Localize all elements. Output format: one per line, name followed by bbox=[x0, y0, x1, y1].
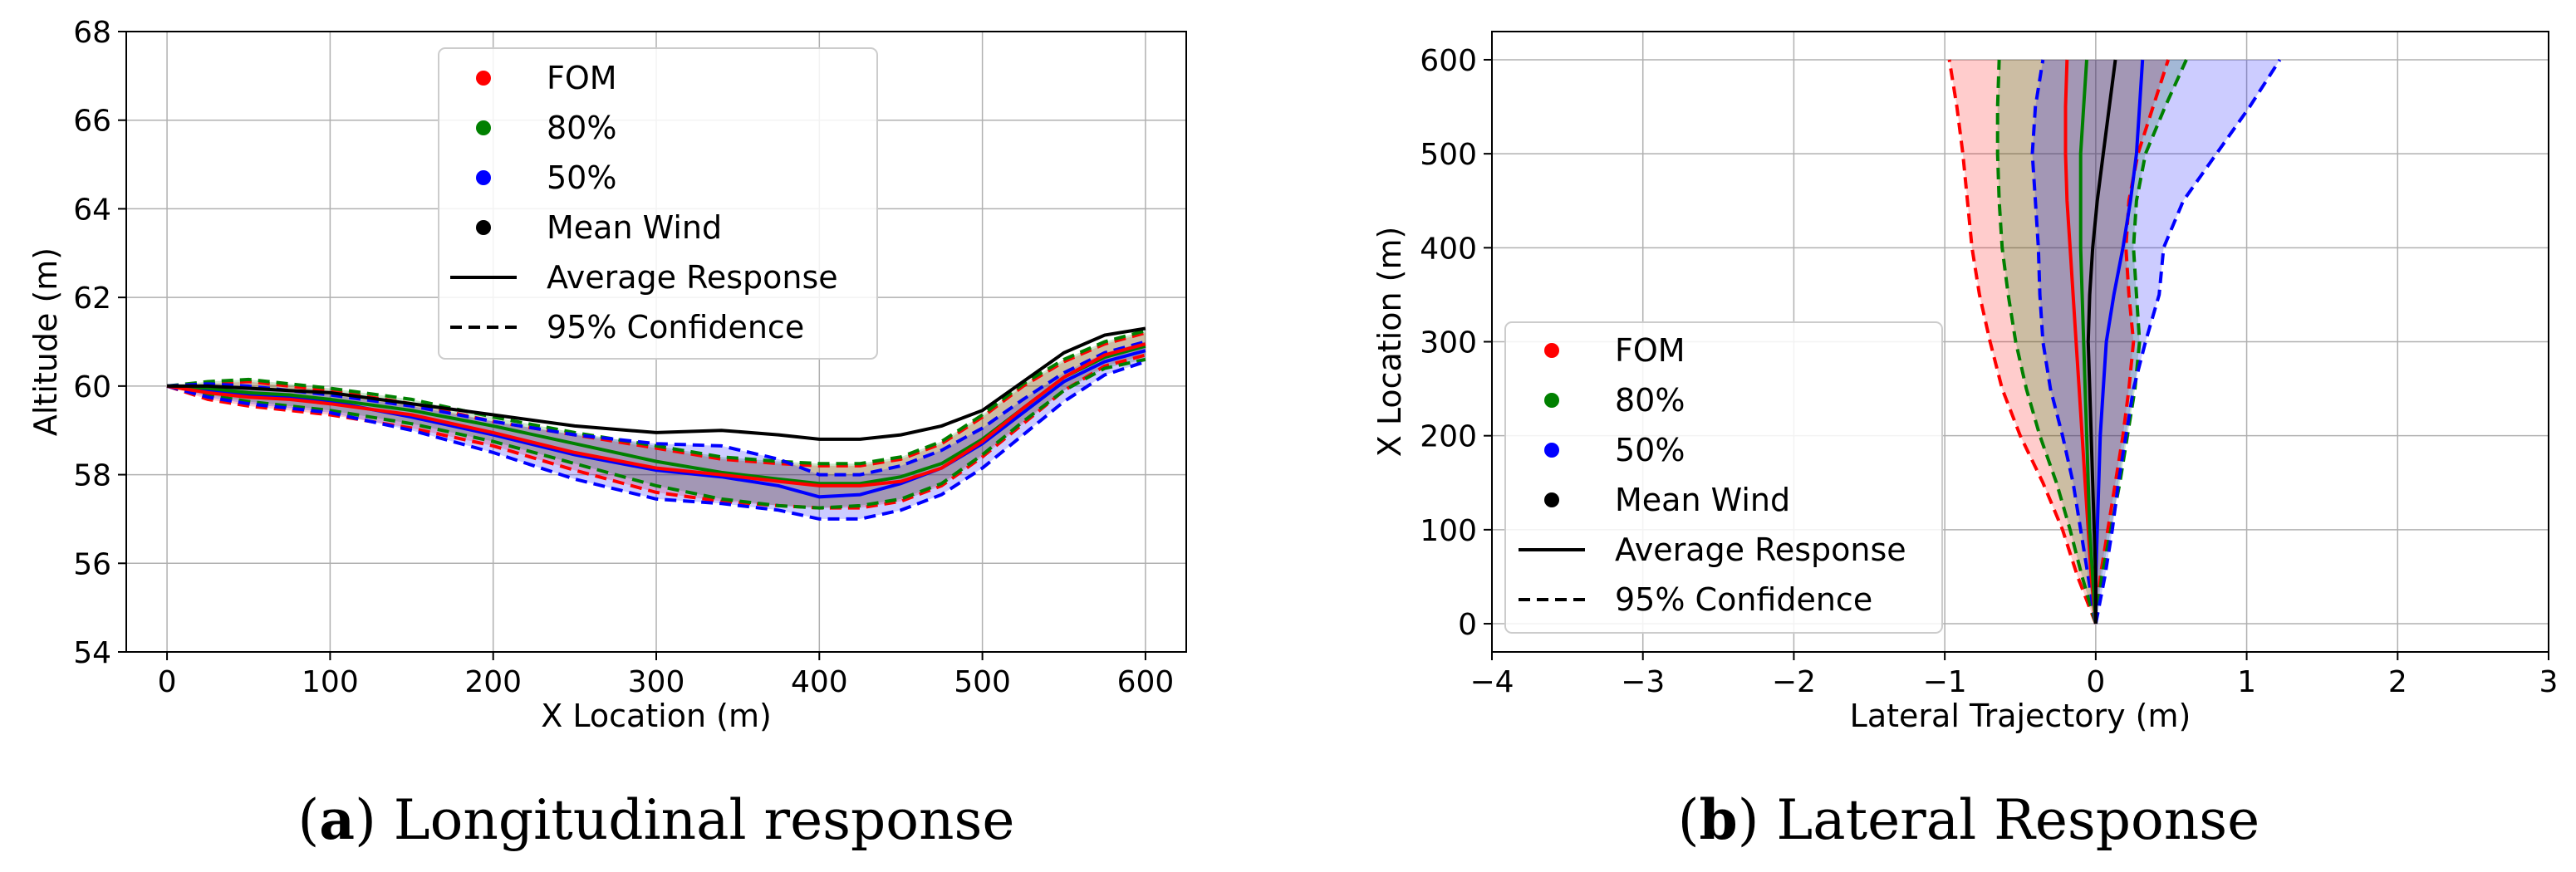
legend-marker bbox=[1544, 393, 1559, 408]
x-tick-label: 400 bbox=[791, 665, 848, 699]
caption-b: (b) Lateral Response bbox=[1678, 787, 2260, 852]
y-tick-label: 56 bbox=[73, 547, 111, 581]
panel-a-longitudinal: 0 100 200 300 400 500 600 54 56 58 60 62 64 66 68 X Loc… bbox=[27, 16, 1187, 734]
legend-label: Mean Wind bbox=[547, 209, 722, 246]
legend-marker bbox=[476, 120, 491, 135]
legend-label: 80% bbox=[1615, 382, 1685, 419]
legend-label: FOM bbox=[1615, 332, 1685, 369]
y-tick-label: 60 bbox=[73, 370, 111, 404]
legend-label: Average Response bbox=[1615, 532, 1906, 568]
fom-lower-bound-line bbox=[1947, 59, 2098, 625]
80pct-lower-bound-line bbox=[1995, 59, 2098, 625]
legend-marker bbox=[1544, 443, 1559, 458]
50pct-average-line bbox=[166, 349, 1146, 499]
y-tick-label: 100 bbox=[1420, 514, 1477, 548]
y-tick-label: 200 bbox=[1420, 420, 1477, 454]
y-tick-label: 58 bbox=[73, 459, 111, 493]
mean-wind-line bbox=[167, 326, 1146, 441]
y-tick-label: 66 bbox=[73, 105, 111, 139]
y-tick-label: 400 bbox=[1420, 232, 1477, 266]
y-axis-label: Altitude (m) bbox=[27, 247, 64, 436]
mean-wind-line bbox=[2086, 59, 2117, 624]
legend-label: Average Response bbox=[547, 259, 838, 296]
legend-label: FOM bbox=[547, 60, 617, 96]
x-tick-label: 300 bbox=[628, 665, 685, 699]
80pct-average-line bbox=[2078, 59, 2098, 625]
x-tick-label: 500 bbox=[954, 665, 1011, 699]
x-tick-label: −2 bbox=[1772, 665, 1816, 699]
50pct-upper-bound-line bbox=[2093, 58, 2282, 625]
confidence-band-fom bbox=[1949, 60, 2169, 624]
legend-marker bbox=[476, 220, 491, 235]
x-tick-label: 200 bbox=[464, 665, 522, 699]
fom-upper-bound-line bbox=[166, 331, 1146, 468]
legend-marker bbox=[1544, 343, 1559, 358]
legend-box bbox=[1504, 321, 1943, 634]
caption-a-letter: a bbox=[319, 787, 355, 852]
legend-label: 95% Confidence bbox=[1615, 581, 1872, 618]
legend-label: 50% bbox=[1615, 432, 1685, 468]
caption-a-text: Longitudinal response bbox=[376, 788, 1015, 852]
legend-label: 95% Confidence bbox=[547, 309, 804, 345]
legend-box bbox=[438, 47, 878, 360]
80pct-upper-bound-line bbox=[166, 329, 1146, 466]
y-axis-label: X Location (m) bbox=[1371, 227, 1408, 458]
x-tick-label: 2 bbox=[2388, 665, 2407, 699]
fom-upper-bound-line bbox=[2093, 59, 2171, 625]
50pct-average-line bbox=[2093, 59, 2145, 624]
y-tick-label: 500 bbox=[1420, 138, 1477, 172]
x-tick-label: 600 bbox=[1117, 665, 1175, 699]
x-axis-label: Lateral Trajectory (m) bbox=[1850, 698, 2191, 734]
confidence-band-80pct bbox=[167, 331, 1146, 508]
x-tick-label: 3 bbox=[2539, 665, 2559, 699]
fom-average-line bbox=[166, 342, 1146, 487]
50pct-lower-bound-line bbox=[166, 360, 1146, 521]
y-tick-label: 62 bbox=[73, 282, 111, 316]
legend-marker bbox=[476, 170, 491, 185]
caption-b-letter: b bbox=[1700, 787, 1738, 852]
legend-label: 50% bbox=[547, 159, 616, 196]
caption-b-text: Lateral Response bbox=[1759, 788, 2260, 852]
confidence-band-80pct bbox=[1997, 60, 2186, 624]
legend-label: Mean Wind bbox=[1615, 482, 1790, 518]
x-tick-label: −4 bbox=[1470, 665, 1514, 699]
legend-marker bbox=[1544, 492, 1559, 507]
80pct-lower-bound-line bbox=[166, 357, 1146, 510]
y-tick-label: 64 bbox=[73, 193, 111, 227]
confidence-band-50pct bbox=[167, 341, 1146, 519]
x-tick-label: −3 bbox=[1621, 665, 1665, 699]
x-tick-label: −1 bbox=[1923, 665, 1967, 699]
x-axis-label: X Location (m) bbox=[541, 698, 772, 734]
y-tick-label: 68 bbox=[73, 16, 111, 50]
x-tick-label: 1 bbox=[2237, 665, 2256, 699]
legend: FOM 80% 50% Mean Wind Average Response 95% Co… bbox=[438, 47, 878, 360]
y-tick-label: 0 bbox=[1458, 608, 1477, 642]
legend-label: 80% bbox=[547, 110, 616, 146]
legend-marker bbox=[476, 71, 491, 86]
y-tick-label: 54 bbox=[73, 636, 111, 670]
y-tick-label: 300 bbox=[1420, 326, 1477, 360]
x-tick-label: 0 bbox=[158, 665, 177, 699]
legend: FOM 80% 50% Mean Wind Average Response 95% Co… bbox=[1504, 321, 1943, 634]
caption-a: (a) Longitudinal response bbox=[298, 787, 1015, 852]
panel-b-lateral: −4 −3 −2 −1 0 1 2 3 0 100 200 300 400 500 600 Lateral T… bbox=[1371, 31, 2559, 734]
50pct-lower-bound-line bbox=[2030, 59, 2098, 625]
y-tick-label: 600 bbox=[1420, 44, 1477, 78]
confidence-band-fom bbox=[167, 332, 1146, 508]
x-tick-label: 100 bbox=[302, 665, 359, 699]
x-tick-label: 0 bbox=[2086, 665, 2105, 699]
